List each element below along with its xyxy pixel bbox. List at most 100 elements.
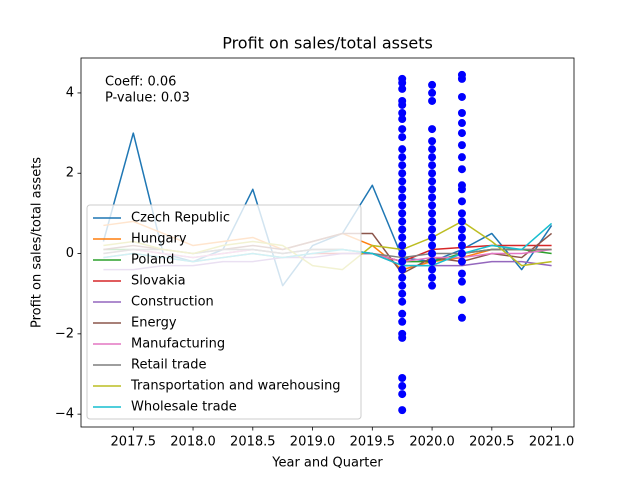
scatter-point bbox=[398, 84, 407, 93]
x-tick-label: 2018.0 bbox=[170, 435, 216, 450]
legend-label: Retail trade bbox=[131, 358, 207, 373]
scatter-point bbox=[398, 265, 407, 274]
scatter-point bbox=[428, 241, 437, 250]
scatter-point bbox=[457, 257, 466, 266]
scatter-point bbox=[398, 115, 407, 124]
scatter-point bbox=[457, 217, 466, 226]
chart-title: Profit on sales/total assets bbox=[222, 34, 433, 53]
scatter-point bbox=[398, 145, 407, 154]
legend-label: Slovakia bbox=[131, 274, 186, 289]
scatter-point bbox=[428, 201, 437, 210]
y-tick-label: 0 bbox=[66, 246, 74, 261]
scatter-point bbox=[398, 161, 407, 170]
scatter-point bbox=[398, 249, 407, 258]
scatter-point bbox=[398, 289, 407, 298]
scatter-point bbox=[398, 153, 407, 162]
legend-label: Czech Republic bbox=[131, 211, 230, 226]
scatter-point bbox=[457, 249, 466, 258]
y-axis-label: Profit on sales/total assets bbox=[30, 157, 45, 328]
scatter-point bbox=[428, 281, 437, 290]
scatter-point bbox=[428, 169, 437, 178]
scatter-point bbox=[457, 92, 466, 101]
scatter-point bbox=[398, 309, 407, 318]
y-tick-label: −2 bbox=[55, 326, 74, 341]
scatter-point bbox=[398, 390, 407, 399]
legend-label: Hungary bbox=[131, 232, 187, 247]
scatter-point bbox=[457, 313, 466, 322]
legend-label: Transportation and warehousing bbox=[130, 379, 341, 394]
scatter-point bbox=[398, 241, 407, 250]
scatter-point bbox=[428, 177, 437, 186]
legend-label: Manufacturing bbox=[131, 337, 225, 352]
legend-label: Energy bbox=[131, 316, 177, 331]
scatter-point bbox=[428, 217, 437, 226]
scatter-point bbox=[398, 333, 407, 342]
scatter-point bbox=[457, 209, 466, 218]
x-axis-label: Year and Quarter bbox=[271, 456, 383, 471]
annotation: Coeff: 0.06 bbox=[105, 75, 176, 90]
scatter-point bbox=[428, 153, 437, 162]
scatter-point bbox=[428, 125, 437, 134]
scatter-point bbox=[398, 217, 407, 226]
annotation: P-value: 0.03 bbox=[105, 91, 190, 106]
scatter-point bbox=[457, 109, 466, 118]
y-tick-label: 4 bbox=[66, 85, 74, 100]
scatter-point bbox=[457, 277, 466, 286]
scatter-point bbox=[428, 145, 437, 154]
scatter-point bbox=[457, 295, 466, 304]
scatter-point bbox=[398, 109, 407, 118]
scatter-point bbox=[428, 185, 437, 194]
y-tick-label: −4 bbox=[55, 407, 74, 422]
x-tick-label: 2020.5 bbox=[469, 435, 515, 450]
scatter-point bbox=[398, 225, 407, 234]
x-tick-label: 2019.0 bbox=[290, 435, 336, 450]
x-tick-label: 2021.0 bbox=[529, 435, 575, 450]
scatter-point bbox=[398, 209, 407, 218]
scatter-point bbox=[457, 74, 466, 83]
legend-label: Wholesale trade bbox=[131, 400, 237, 415]
scatter-point bbox=[457, 129, 466, 138]
scatter-point bbox=[398, 177, 407, 186]
scatter-point bbox=[398, 78, 407, 87]
scatter-point bbox=[398, 273, 407, 282]
overlay: 2017.5 2018.0 2018.5 2019.0 2019.5 2020.0 2020… bbox=[55, 57, 575, 450]
scatter-point bbox=[398, 281, 407, 290]
scatter-point bbox=[428, 273, 437, 282]
legend-label: Construction bbox=[131, 295, 214, 310]
scatter-point bbox=[398, 382, 407, 391]
scatter-point bbox=[457, 141, 466, 150]
scatter-point bbox=[398, 193, 407, 202]
scatter-point bbox=[398, 185, 407, 194]
scatter-point bbox=[428, 209, 437, 218]
scatter-point bbox=[428, 193, 437, 202]
scatter-point bbox=[398, 297, 407, 306]
scatter-point bbox=[457, 241, 466, 250]
scatter-point bbox=[457, 185, 466, 194]
scatter-point bbox=[398, 233, 407, 242]
scatter-point bbox=[398, 125, 407, 134]
x-tick-label: 2018.5 bbox=[230, 435, 276, 450]
scatter-point bbox=[457, 165, 466, 174]
scatter-point bbox=[428, 88, 437, 97]
scatter-point bbox=[398, 317, 407, 326]
scatter-point bbox=[457, 153, 466, 162]
axes-frame bbox=[80, 57, 575, 428]
scatter-point bbox=[457, 233, 466, 242]
legend-label: Poland bbox=[131, 253, 174, 268]
x-tick-label: 2017.5 bbox=[111, 435, 157, 450]
x-tick-label: 2020.0 bbox=[409, 435, 455, 450]
scatter-point bbox=[428, 96, 437, 105]
scatter-point bbox=[428, 225, 437, 234]
scatter-point bbox=[457, 197, 466, 206]
scatter-point bbox=[428, 249, 437, 258]
scatter-point bbox=[428, 161, 437, 170]
scatter-point bbox=[428, 137, 437, 146]
scatter-point bbox=[428, 80, 437, 89]
scatter-point bbox=[398, 100, 407, 109]
scatter-point bbox=[457, 225, 466, 234]
scatter-point bbox=[398, 406, 407, 415]
y-tick-label: 2 bbox=[66, 166, 74, 181]
scatter-point bbox=[398, 169, 407, 178]
legend-box bbox=[86, 204, 362, 420]
scatter-point bbox=[428, 265, 437, 274]
